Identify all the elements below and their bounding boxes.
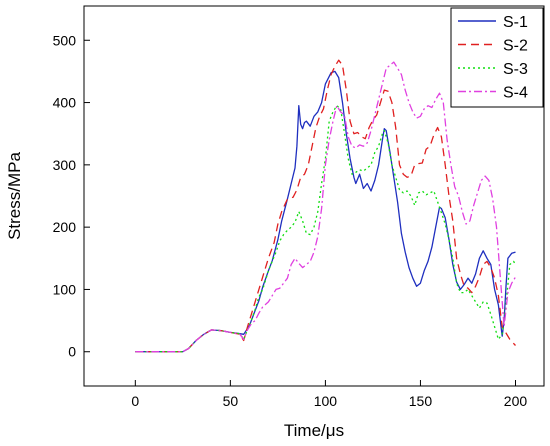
axis-ticks: 0 50 100 150 200 0 100 200 300 400 500: [53, 32, 528, 409]
y-tick-label: 200: [53, 219, 77, 235]
series-line-s-3: [135, 105, 517, 353]
y-tick-label: 500: [53, 32, 77, 48]
plot-frame: [83, 5, 545, 387]
x-tick-label: 50: [223, 393, 239, 409]
series-line-s-4: [135, 61, 517, 353]
legend-label: S-4: [503, 85, 528, 102]
x-tick-label: 0: [131, 393, 139, 409]
legend-label: S-3: [503, 61, 528, 78]
x-tick-label: 100: [314, 393, 338, 409]
series-line-s-2: [135, 59, 516, 353]
x-axis-label: Time/μs: [284, 421, 344, 440]
legend-label: S-2: [503, 38, 528, 55]
x-tick-label: 200: [504, 393, 528, 409]
y-tick-label: 400: [53, 95, 77, 111]
y-axis-label: Stress/MPa: [5, 152, 24, 240]
series-line-s-1: [135, 70, 516, 353]
y-tick-label: 0: [68, 344, 76, 360]
legend-box: [450, 7, 544, 108]
legend-label: S-1: [503, 14, 528, 31]
x-tick-label: 150: [409, 393, 433, 409]
y-tick-label: 300: [53, 157, 77, 173]
legend: S-1 S-2 S-3 S-4: [450, 7, 544, 108]
series-group: [135, 59, 517, 353]
y-tick-label: 100: [53, 281, 77, 297]
